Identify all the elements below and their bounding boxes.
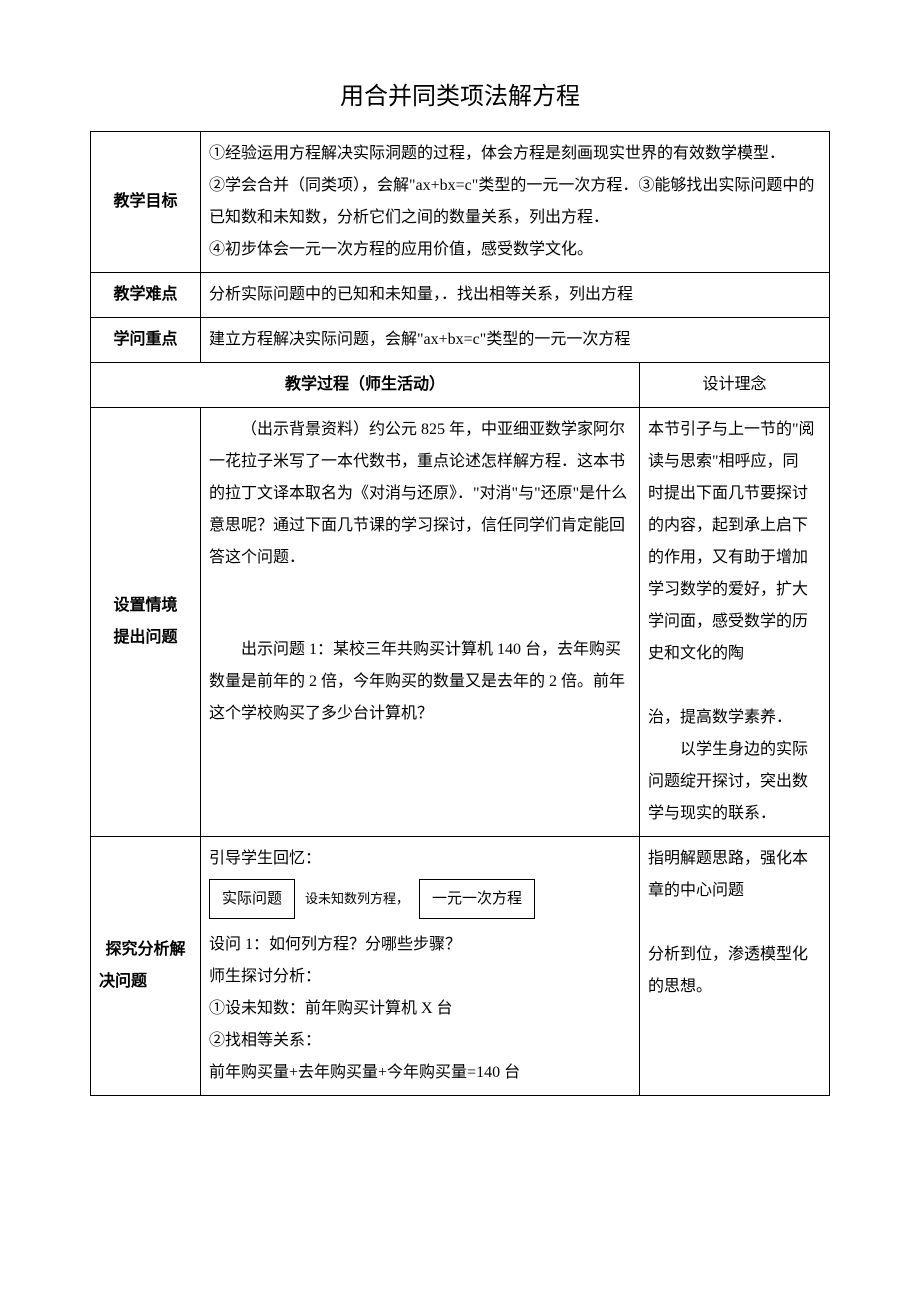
section2-label-a: 探究分析解	[99, 934, 192, 966]
difficulty-label: 教学难点	[91, 273, 201, 318]
goal-label: 教学目标	[91, 132, 201, 273]
section2-intro: 引导学生回忆：	[209, 843, 631, 875]
flow-box-2: 一元一次方程	[419, 879, 535, 919]
section2-label: 探究分析解 决问题	[91, 837, 201, 1096]
keypoint-label: 学问重点	[91, 318, 201, 363]
flow-arrow-label: 设未知数列方程，	[305, 886, 409, 912]
section1-p1: （出示背景资料）约公元 825 年，中亚细亚数学家阿尔一花拉子米写了一本代数书，…	[209, 414, 631, 574]
section1-body: （出示背景资料）约公元 825 年，中亚细亚数学家阿尔一花拉子米写了一本代数书，…	[201, 408, 640, 837]
row-section1: 设置情境 提出问题 （出示背景资料）约公元 825 年，中亚细亚数学家阿尔一花拉…	[91, 408, 830, 837]
section2-line4: ②找相等关系：	[209, 1025, 631, 1057]
row-goal: 教学目标 ①经验运用方程解决实际洞题的过程，体会方程是刻画现实世界的有效数学模型…	[91, 132, 830, 273]
difficulty-text: 分析实际问题中的已知和未知量，．找出相等关系，列出方程	[201, 273, 830, 318]
section1-label-a: 设置情境	[99, 590, 192, 622]
section1-p2: 出示问题 1：某校三年共购买计算机 140 台，去年购买数量是前年的 2 倍，今…	[209, 634, 631, 730]
flow-diagram: 实际问题 设未知数列方程， 一元一次方程	[209, 879, 631, 919]
flow-box-1: 实际问题	[209, 879, 295, 919]
row-process-header: 教学过程（师生活动） 设计理念	[91, 363, 830, 408]
page-title: 用合并同类项法解方程	[90, 76, 830, 111]
section1-right: 本节引子与上一节的"阅读与思索"相呼应，同时提出下面几节要探讨的内容，起到承上启…	[639, 408, 829, 837]
lesson-plan-table: 教学目标 ①经验运用方程解决实际洞题的过程，体会方程是刻画现实世界的有效数学模型…	[90, 131, 830, 1096]
section2-right: 指明解题思路，强化本章的中心问题分析到位，渗透模型化的思想。	[639, 837, 829, 1096]
section1-label-b: 提出问题	[99, 622, 192, 654]
row-section2: 探究分析解 决问题 引导学生回忆： 实际问题 设未知数列方程， 一元一次方程 设…	[91, 837, 830, 1096]
row-keypoint: 学问重点 建立方程解决实际问题，会解"ax+bx=c"类型的一元一次方程	[91, 318, 830, 363]
section2-body: 引导学生回忆： 实际问题 设未知数列方程， 一元一次方程 设问 1：如何列方程？…	[201, 837, 640, 1096]
process-header: 教学过程（师生活动）	[91, 363, 640, 408]
section2-line5: 前年购买量+去年购买量+今年购买量=140 台	[209, 1057, 631, 1089]
section2-line3: ①设未知数：前年购买计算机 X 台	[209, 993, 631, 1025]
section1-label: 设置情境 提出问题	[91, 408, 201, 837]
section2-q1: 设问 1：如何列方程？分哪些步骤？	[209, 929, 631, 961]
section2-label-b: 决问题	[99, 966, 192, 998]
section2-line2: 师生探讨分析：	[209, 961, 631, 993]
row-difficulty: 教学难点 分析实际问题中的已知和未知量，．找出相等关系，列出方程	[91, 273, 830, 318]
goal-text: ①经验运用方程解决实际洞题的过程，体会方程是刻画现实世界的有效数学模型．②学会合…	[201, 132, 830, 273]
keypoint-text: 建立方程解决实际问题，会解"ax+bx=c"类型的一元一次方程	[201, 318, 830, 363]
design-header: 设计理念	[639, 363, 829, 408]
